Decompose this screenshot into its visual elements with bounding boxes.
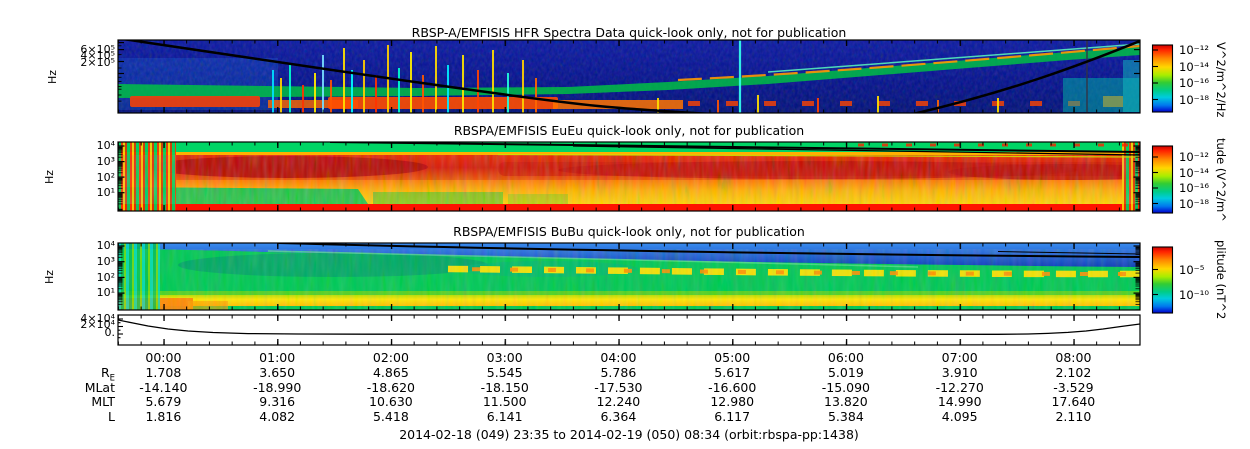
eph-mlat: -3.529 bbox=[1053, 379, 1094, 395]
cb3-tick: 10⁻¹⁰ bbox=[1179, 287, 1209, 302]
cb2-tick: 10⁻¹⁶ bbox=[1179, 181, 1209, 195]
eph-l: 6.117 bbox=[714, 408, 751, 424]
time-tick-label: 01:00 bbox=[259, 350, 296, 365]
cb2-tick: 10⁻¹² bbox=[1179, 150, 1209, 164]
p3-ytick: 10² bbox=[96, 270, 115, 284]
eph-mlat: -16.600 bbox=[708, 379, 757, 395]
time-tick-label: 07:00 bbox=[941, 350, 978, 365]
cb3-unit-label: plitude (nT^2 bbox=[1214, 240, 1228, 320]
time-tick-label: 03:00 bbox=[486, 350, 523, 365]
p2-ytick: 10¹ bbox=[96, 186, 115, 199]
eph-mlt: 9.316 bbox=[259, 394, 296, 409]
eph-mlt: 10.630 bbox=[369, 394, 413, 409]
eph-l: 5.418 bbox=[372, 408, 409, 424]
cb1-unit-label: V^2/m^2/Hz bbox=[1214, 42, 1228, 118]
cb2-tick: 10⁻¹⁸ bbox=[1179, 196, 1209, 211]
eph-re: 3.910 bbox=[941, 365, 978, 380]
p1-ytick: 2×10⁵ bbox=[80, 55, 115, 69]
eph-re: 5.545 bbox=[486, 365, 523, 380]
eph-mlt: 11.500 bbox=[482, 394, 527, 409]
eph-mlat: -12.270 bbox=[935, 379, 984, 395]
panel1-title: RBSP-A/EMFISIS HFR Spectra Data quick-lo… bbox=[411, 25, 847, 40]
eph-mlat: -14.140 bbox=[139, 379, 188, 395]
eph-mlat: -17.530 bbox=[594, 379, 643, 395]
colorbar-3 bbox=[1151, 246, 1174, 314]
eph-mlat: -18.620 bbox=[366, 379, 416, 395]
fce-curve bbox=[118, 319, 1140, 335]
ephemeris-row-label-mlat: MLat bbox=[84, 379, 115, 395]
x-ticks bbox=[118, 40, 1140, 345]
colorbar-2 bbox=[1151, 145, 1174, 214]
time-tick-label: 05:00 bbox=[714, 350, 751, 365]
p2-ytick: 10³ bbox=[96, 155, 115, 168]
colorbar-1 bbox=[1151, 44, 1174, 113]
eph-mlt: 13.820 bbox=[824, 394, 868, 409]
eph-mlt: 12.980 bbox=[710, 394, 755, 409]
p3-ytick: 10¹ bbox=[96, 286, 115, 299]
cb2-tick: 10⁻¹⁴ bbox=[1179, 165, 1209, 180]
time-tick-label: 00:00 bbox=[145, 350, 182, 365]
eph-mlt: 12.240 bbox=[596, 394, 641, 409]
eph-l: 5.384 bbox=[827, 408, 864, 424]
fce-curve-right bbox=[912, 40, 1140, 113]
time-tick-label: 04:00 bbox=[600, 350, 637, 365]
p4-ytick: 4×10⁴ bbox=[80, 312, 115, 325]
time-tick-label: 02:00 bbox=[372, 350, 409, 365]
panel2-heatmap bbox=[118, 142, 1140, 211]
p2-ytick: 10² bbox=[96, 170, 115, 184]
eph-l: 6.364 bbox=[600, 408, 637, 424]
panel2-title: RBSPA/EMFISIS EuEu quick-look only, not … bbox=[453, 123, 805, 138]
eph-mlat: -15.090 bbox=[821, 379, 871, 395]
eph-re: 5.617 bbox=[714, 365, 751, 380]
p4-ytick: 0. bbox=[104, 326, 116, 339]
cb1-tick: 10⁻¹⁶ bbox=[1179, 76, 1209, 90]
p3-ylabel: Hz bbox=[43, 269, 56, 284]
p1-ytick: 4×10⁵ bbox=[80, 49, 115, 62]
eph-mlt: 17.640 bbox=[1051, 394, 1096, 409]
eph-mlt: 5.679 bbox=[145, 394, 182, 409]
eph-re: 4.865 bbox=[372, 365, 409, 380]
eph-mlt: 14.990 bbox=[937, 394, 982, 409]
time-range-footer: 2014-02-18 (049) 23:35 to 2014-02-19 (05… bbox=[399, 427, 859, 442]
ephemeris-row-label-mlt: MLT bbox=[91, 394, 115, 409]
p3-ytick: 10³ bbox=[96, 255, 115, 268]
eph-re: 5.019 bbox=[827, 365, 864, 380]
eph-l: 2.110 bbox=[1055, 408, 1092, 424]
eph-re: 2.102 bbox=[1055, 365, 1092, 380]
panel1-heatmap bbox=[118, 40, 1140, 113]
uh-emission-band bbox=[118, 47, 1140, 98]
cb1-tick: 10⁻¹² bbox=[1179, 43, 1209, 57]
eph-re: 1.708 bbox=[145, 365, 182, 380]
panel-borders bbox=[117, 39, 1141, 346]
eph-re: 5.786 bbox=[600, 365, 637, 380]
panel3-heatmap bbox=[118, 243, 1140, 310]
eph-l: 6.141 bbox=[486, 408, 523, 424]
time-tick-label: 08:00 bbox=[1055, 350, 1092, 365]
eph-re: 3.650 bbox=[259, 365, 296, 380]
panel3-title: RBSPA/EMFISIS BuBu quick-look only, not … bbox=[453, 224, 805, 239]
p2-ylabel: Hz bbox=[43, 169, 56, 184]
cb1-tick: 10⁻¹⁸ bbox=[1179, 92, 1209, 107]
p4-ytick: 2×10⁴ bbox=[80, 317, 115, 331]
p2-ytick: 10⁴ bbox=[96, 139, 115, 152]
eph-l: 4.082 bbox=[259, 408, 296, 424]
eph-mlat: -18.990 bbox=[253, 379, 302, 395]
p3-ytick: 10⁴ bbox=[96, 239, 115, 252]
cb3-tick: 10⁻⁵ bbox=[1179, 262, 1205, 277]
p1-ytick: 6×10⁵ bbox=[80, 43, 115, 56]
time-tick-label: 06:00 bbox=[827, 350, 864, 365]
eph-l: 1.816 bbox=[145, 408, 182, 424]
cb1-tick: 10⁻¹⁴ bbox=[1179, 59, 1209, 74]
eph-l: 4.095 bbox=[941, 408, 978, 424]
ephemeris-row-label-re: RE bbox=[100, 365, 115, 384]
p1-ylabel: Hz bbox=[46, 69, 59, 84]
eph-mlat: -18.150 bbox=[480, 379, 529, 395]
ephemeris-row-label-l: L bbox=[108, 408, 115, 424]
cb2-unit-label: tude (V^2/m^ bbox=[1214, 138, 1228, 222]
